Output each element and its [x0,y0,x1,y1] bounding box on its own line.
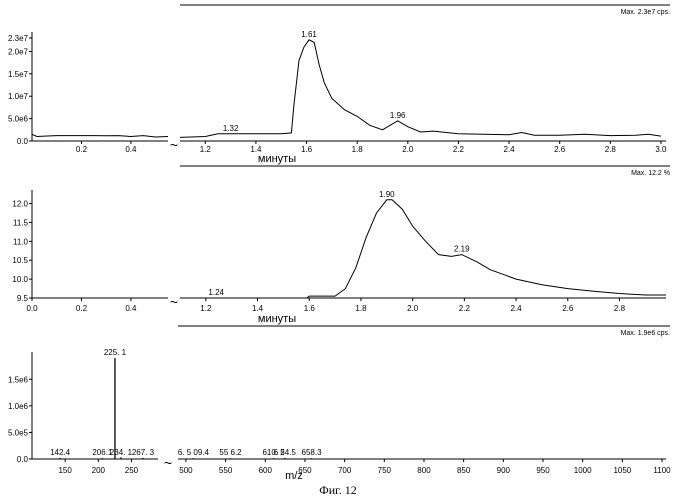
y-tick-label: 0.0 [17,137,29,146]
y-tick-label: 10.0 [12,275,28,284]
series-line-left [32,134,168,137]
x-tick-label: 900 [497,466,511,475]
axis-break-symbol: ~ [170,137,178,153]
x-tick-label: 500 [179,466,193,475]
series-line-right [180,200,666,298]
y-tick-label: 9.5 [17,294,29,303]
x-tick-label: 1050 [613,466,631,475]
x-tick-label: 0.0 [26,304,38,313]
x-tick-label: 1.8 [355,304,367,313]
peak-label: 142.4 [50,448,71,457]
peak-label: 6 24.5 [274,448,297,457]
x-tick-label: 0.4 [125,145,137,154]
peak-label: 1.90 [379,190,395,199]
chromatogram-tic-panel: Max. 2.3e7 cps. ~0.0 5.0e6 1.0e7 1.5e7 2.0e7 2… [8,5,670,165]
x-tick-label: 2.6 [562,304,574,313]
figure-caption: Фиг. 12 [319,483,356,497]
x-tick-label: 2.8 [614,304,626,313]
y-tick-label: 11.0 [13,237,29,246]
x-tick-label: 1.2 [200,304,212,313]
peak-label: 658.3 [302,448,323,457]
series-line-right [180,40,661,138]
peak-label: 225. 1 [104,348,127,357]
x-tick-label: 2.2 [459,304,471,313]
max-intensity-label: Max. 12.2 % [631,170,670,177]
axis-break-symbol: ~ [164,455,172,471]
x-tick-label: 700 [338,466,352,475]
y-tick-label: 1.0e6 [8,402,29,411]
x-tick-label: 2.2 [453,145,465,154]
y-tick-label: 11.5 [13,218,29,227]
max-intensity-label: Max. 1.9e6 cps. [621,330,670,337]
mass-spectrum-panel: Max. 1.9e6 cps. ~0.0 5.0e5 1.0e6 1.5e6 150 200… [8,326,671,482]
peak-label: 234. 1 [110,448,133,457]
x-tick-label: 0.2 [76,145,88,154]
y-tick-label: 1.5e7 [8,70,29,79]
x-axis-title: минуты [258,153,296,165]
x-tick-label: 1.6 [304,304,316,313]
peak-label: 6. 5 09.4 [178,448,210,457]
x-tick-label: 850 [457,466,471,475]
peak-label: 1.96 [390,111,406,120]
y-tick-label: 0.0 [17,455,29,464]
x-tick-label: 1.4 [252,304,264,313]
x-tick-label: 2.6 [554,145,566,154]
y-tick-label: 1.0e7 [8,92,29,101]
y-tick-label: 2.3e7 [8,34,29,43]
x-tick-label: 800 [417,466,431,475]
x-tick-label: 1100 [653,466,671,475]
peak-label: 1.32 [223,124,239,133]
x-tick-label: 200 [92,466,106,475]
x-tick-label: 2.0 [402,145,414,154]
x-tick-label: 2.8 [605,145,617,154]
axis-break-symbol: ~ [170,294,178,310]
x-tick-label: 0.4 [125,304,137,313]
chromatogram-percent-panel: Max. 12.2 % ~9.5 10.0 10.5 11.0 11.5 12.0 0.0 0.… [12,166,670,325]
x-tick-label: 150 [58,466,72,475]
x-axis-title: минуты [258,313,296,325]
peak-label: 2.19 [454,245,470,254]
y-tick-label: 2.0e7 [8,47,29,56]
x-tick-label: 1.6 [301,145,313,154]
x-tick-label: 3.0 [655,145,667,154]
y-tick-label: 10.5 [12,256,28,265]
x-tick-label: 1000 [574,466,592,475]
y-tick-label: 5.0e5 [8,428,29,437]
peak-label: 55 6.2 [219,448,242,457]
max-intensity-label: Max. 2.3e7 cps. [621,9,670,16]
x-tick-label: 2.4 [511,304,523,313]
x-tick-label: 2.4 [504,145,516,154]
y-tick-label: 1.5e6 [8,375,29,384]
x-tick-label: 1.2 [200,145,212,154]
x-tick-label: 0.2 [76,304,88,313]
peak-label: 1.61 [301,30,317,39]
x-tick-label: 750 [378,466,392,475]
peak-label: 1.24 [208,288,224,297]
y-tick-label: 12.0 [12,200,28,209]
x-axis-title: m/z [285,470,303,482]
x-tick-label: 550 [219,466,233,475]
y-tick-label: 5.0e6 [8,115,29,124]
x-tick-label: 1.8 [352,145,364,154]
x-tick-label: 950 [536,466,550,475]
x-tick-label: 250 [125,466,139,475]
x-tick-label: 600 [259,466,273,475]
peak-label: 267. 3 [132,448,155,457]
x-tick-label: 2.0 [407,304,419,313]
